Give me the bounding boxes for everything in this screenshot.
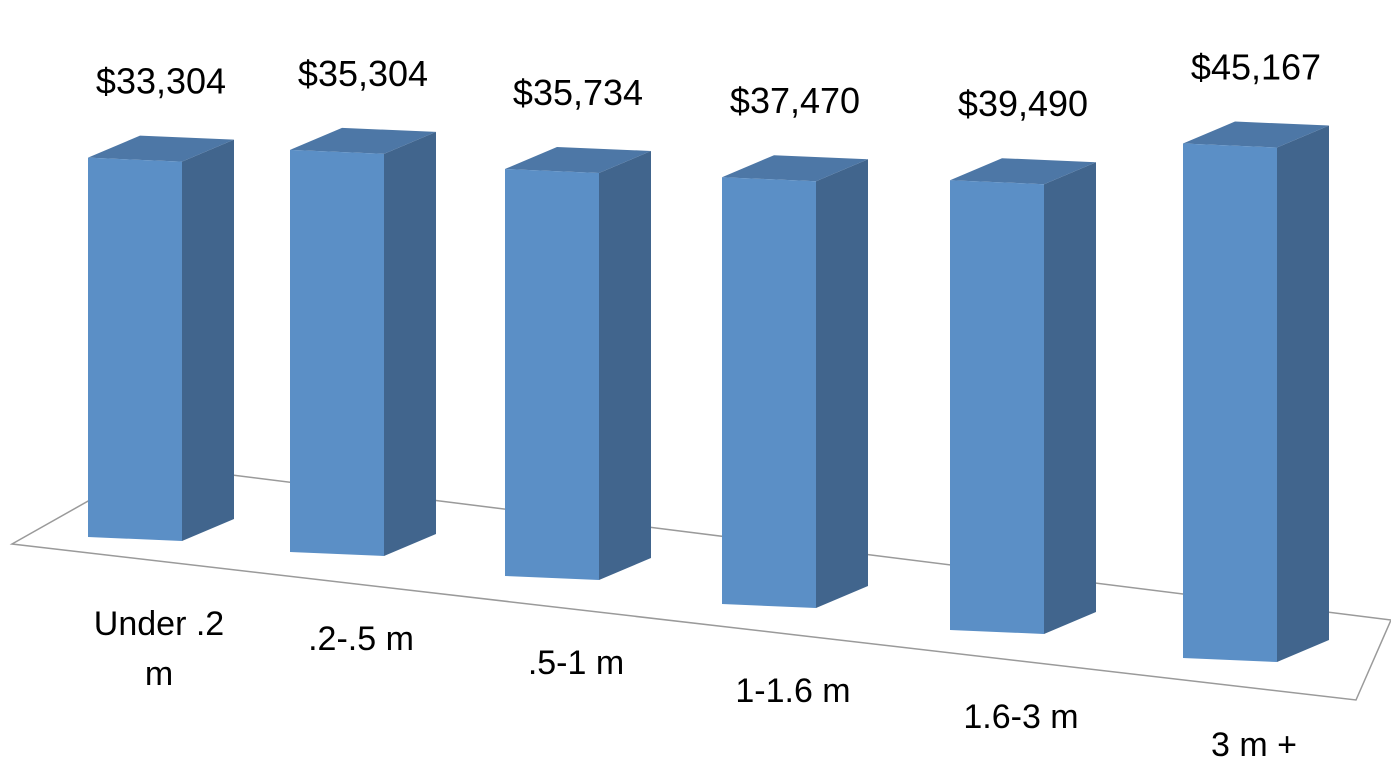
bar-5 bbox=[950, 158, 1096, 634]
category-label: Under .2 bbox=[94, 605, 224, 643]
bar-top-face bbox=[722, 155, 868, 182]
bar-side-face bbox=[1277, 125, 1329, 663]
value-label: $35,304 bbox=[298, 53, 428, 94]
bar-top-face bbox=[950, 158, 1096, 185]
category-label: 1-1.6 m bbox=[735, 672, 850, 710]
bar-6 bbox=[1183, 121, 1329, 663]
bar-side-face bbox=[182, 139, 234, 542]
category-labels-group: Under .2 m .2-.5 m .5-1 m 1-1.6 m 1.6-3 m 3 m … bbox=[94, 605, 1297, 764]
bar-front-face bbox=[290, 149, 384, 556]
category-label: .5-1 m bbox=[528, 644, 624, 682]
bar-front-face bbox=[505, 168, 599, 580]
bar-top-face bbox=[505, 146, 651, 173]
bar-1 bbox=[88, 135, 234, 542]
category-label: 3 m + bbox=[1211, 726, 1297, 764]
category-label: .2-.5 m bbox=[308, 620, 414, 658]
bar-front-face bbox=[722, 177, 816, 608]
bar-top-face bbox=[290, 127, 436, 154]
value-label: $39,490 bbox=[958, 83, 1088, 124]
bar-front-face bbox=[1183, 143, 1277, 663]
bar-side-face bbox=[384, 131, 436, 556]
value-label: $35,734 bbox=[513, 72, 643, 113]
category-label: m bbox=[145, 655, 173, 693]
bar-side-face bbox=[816, 159, 868, 608]
value-label: $45,167 bbox=[1191, 47, 1321, 88]
value-label: $37,470 bbox=[730, 80, 860, 121]
bar-side-face bbox=[1044, 162, 1096, 634]
bar-4 bbox=[722, 155, 868, 608]
bar-top-face bbox=[1183, 121, 1329, 148]
bar-top-face bbox=[88, 135, 234, 162]
category-label: 1.6-3 m bbox=[963, 698, 1078, 736]
value-labels-group: $33,304 $35,304 $35,734 $37,470 $39,490 $45,1… bbox=[96, 47, 1321, 125]
bar-front-face bbox=[950, 180, 1044, 634]
value-label: $33,304 bbox=[96, 61, 226, 102]
bar-side-face bbox=[599, 150, 651, 580]
bars-group bbox=[88, 121, 1329, 663]
bar-front-face bbox=[88, 157, 182, 542]
bar-3 bbox=[505, 146, 651, 580]
bar-2 bbox=[290, 127, 436, 556]
